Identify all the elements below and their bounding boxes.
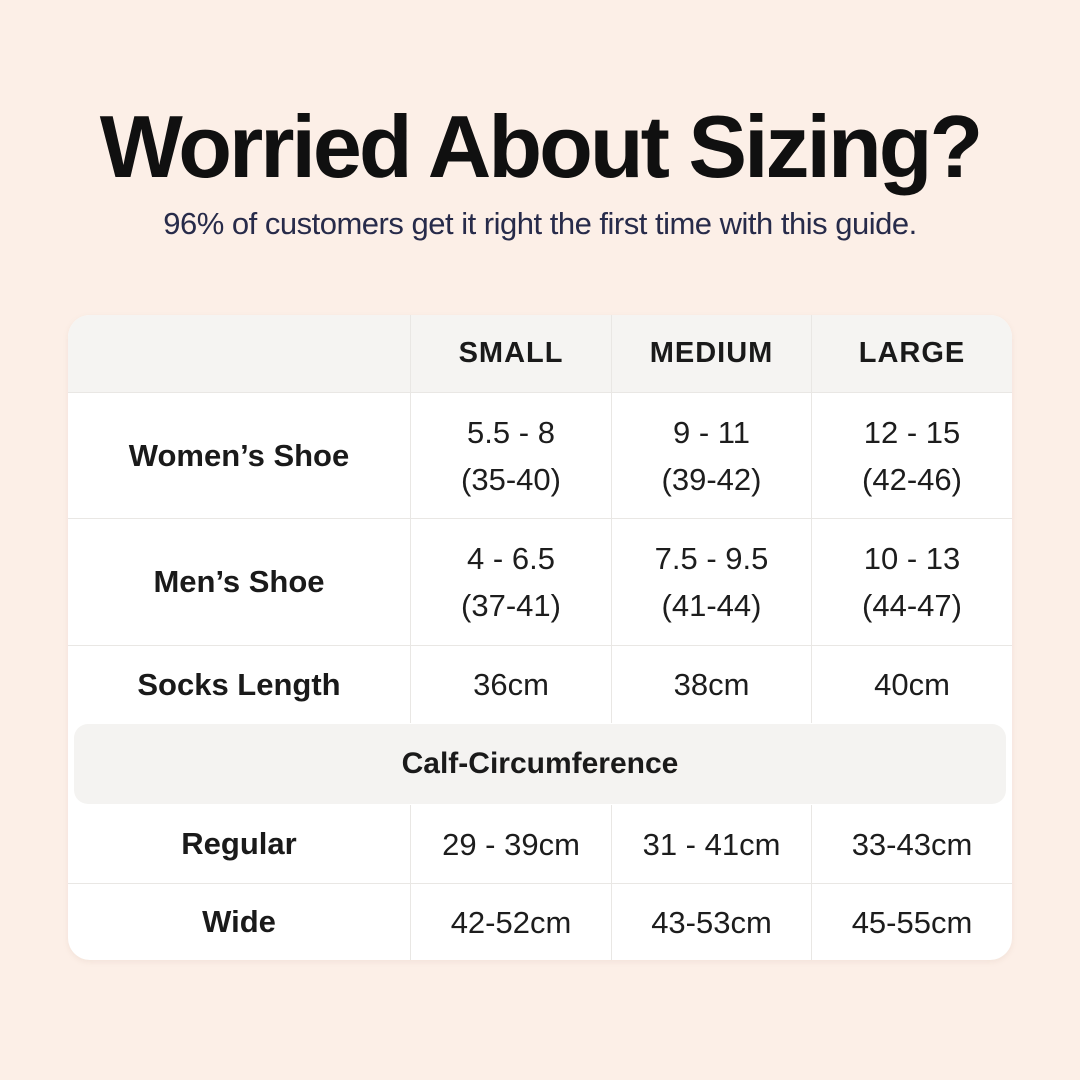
row-label-womens-shoe: Women’s Shoe bbox=[128, 437, 350, 473]
cell-socks-large: 40cm bbox=[811, 646, 1012, 723]
cell-socks-small: 36cm bbox=[410, 646, 611, 723]
cell-wide-small: 42-52cm bbox=[410, 884, 611, 960]
page-title: Worried About Sizing? bbox=[99, 97, 983, 196]
cell-wide-large: 45-55cm bbox=[811, 884, 1012, 960]
cell-womens-large: 12 - 15 (42-46) bbox=[811, 393, 1012, 518]
cell-socks-medium: 38cm bbox=[611, 646, 811, 723]
cell-line: 9 - 11 bbox=[673, 414, 750, 450]
cell-wide-medium: 43-53cm bbox=[611, 884, 811, 960]
table-row-regular: Regular 29 - 39cm 31 - 41cm 33-43cm bbox=[68, 805, 1012, 883]
cell-line: (39-42) bbox=[661, 461, 762, 497]
page-subtitle: 96% of customers get it right the first … bbox=[163, 206, 917, 241]
table-row-womens-shoe: Women’s Shoe 5.5 - 8 (35-40) 9 - 11 (39-… bbox=[68, 392, 1012, 518]
cell-line: 4 - 6.5 bbox=[467, 541, 555, 576]
table-header-row: SMALL MEDIUM LARGE bbox=[68, 315, 1012, 392]
row-label-wide: Wide bbox=[202, 904, 276, 939]
cell-line: (35-40) bbox=[461, 461, 561, 497]
row-label-mens-shoe: Men’s Shoe bbox=[153, 564, 325, 599]
header-cell-empty bbox=[68, 315, 410, 392]
cell-regular-medium: 31 - 41cm bbox=[611, 805, 811, 883]
row-label-regular: Regular bbox=[181, 826, 297, 861]
cell-line: 12 - 15 bbox=[863, 414, 961, 450]
header-cell-large: LARGE bbox=[811, 315, 1012, 392]
table-row-socks-length: Socks Length 36cm 38cm 40cm bbox=[68, 645, 1012, 723]
cell-mens-large: 10 - 13 (44-47) bbox=[811, 519, 1012, 645]
cell-regular-small: 29 - 39cm bbox=[410, 805, 611, 883]
cell-line: 10 - 13 bbox=[863, 541, 961, 576]
cell-regular-large: 33-43cm bbox=[811, 805, 1012, 883]
row-label-socks-length: Socks Length bbox=[137, 666, 341, 702]
cell-mens-small: 4 - 6.5 (37-41) bbox=[410, 519, 611, 645]
cell-line: 5.5 - 8 bbox=[467, 414, 555, 450]
table-row-wide: Wide 42-52cm 43-53cm 45-55cm bbox=[68, 883, 1012, 960]
size-table: SMALL MEDIUM LARGE Women’s Shoe 5.5 - 8 … bbox=[68, 315, 1012, 960]
cell-line: (42-46) bbox=[862, 461, 962, 497]
cell-line: (44-47) bbox=[862, 588, 962, 623]
table-row-mens-shoe: Men’s Shoe 4 - 6.5 (37-41) 7.5 - 9.5 (41… bbox=[68, 518, 1012, 645]
header-cell-medium: MEDIUM bbox=[611, 315, 811, 392]
section-label-calf-circumference: Calf-Circumference bbox=[74, 724, 1006, 804]
cell-line: (41-44) bbox=[661, 588, 762, 623]
cell-line: 7.5 - 9.5 bbox=[654, 541, 769, 576]
cell-mens-medium: 7.5 - 9.5 (41-44) bbox=[611, 519, 811, 645]
cell-womens-medium: 9 - 11 (39-42) bbox=[611, 393, 811, 518]
cell-line: (37-41) bbox=[461, 588, 561, 623]
table-section-row: Calf-Circumference bbox=[68, 723, 1012, 805]
cell-womens-small: 5.5 - 8 (35-40) bbox=[410, 393, 611, 518]
header-cell-small: SMALL bbox=[410, 315, 611, 392]
